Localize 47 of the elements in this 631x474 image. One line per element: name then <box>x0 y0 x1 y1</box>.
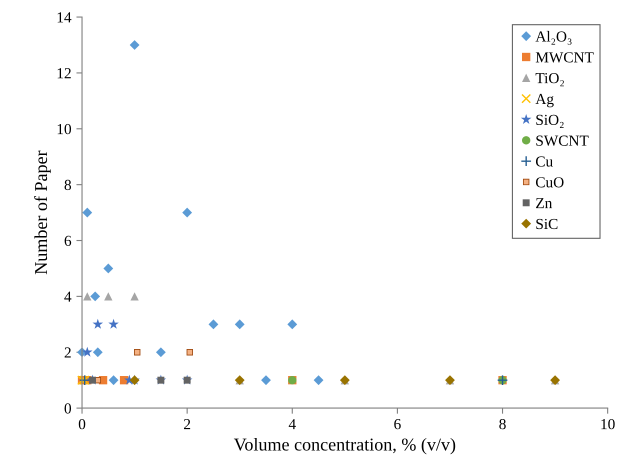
legend-label: Zn <box>536 198 552 208</box>
point <box>134 349 140 356</box>
point <box>82 208 92 218</box>
y-axis-title: Number of Paper <box>34 150 51 274</box>
y-tick-label: 8 <box>64 180 72 190</box>
point <box>287 319 298 330</box>
x-tick-label: 8 <box>499 418 506 430</box>
y-tick-label: 10 <box>58 124 72 134</box>
legend-label: SiC <box>536 218 558 230</box>
y-tick-label: 4 <box>64 292 72 302</box>
point <box>108 375 118 386</box>
legend-label: Ag <box>535 94 554 108</box>
x-tick-label: 4 <box>288 419 296 430</box>
point <box>103 264 114 274</box>
point <box>104 292 112 301</box>
point <box>130 40 140 50</box>
legend-label: MWCNT <box>536 52 594 63</box>
x-axis-title: Volume concentration, % (v/v) <box>234 438 456 454</box>
point <box>182 208 192 218</box>
legend-label: Al₂O₃ <box>535 30 572 45</box>
y-tick-label: 12 <box>58 68 71 78</box>
x-tick-label: 0 <box>78 418 86 430</box>
point <box>186 349 193 356</box>
point <box>83 292 92 301</box>
point <box>261 375 271 386</box>
y-tick-label: 6 <box>64 236 72 246</box>
legend-label: Cu <box>536 156 553 167</box>
legend-label: CuO <box>536 177 564 188</box>
point <box>130 292 139 301</box>
point <box>156 347 166 358</box>
x-tick-label: 10 <box>601 418 615 430</box>
point <box>208 319 218 330</box>
x-tick-label: 2 <box>184 419 190 430</box>
y-tick-label: 2 <box>64 347 71 358</box>
y-tick-label: 0 <box>64 403 72 414</box>
legend-label: SWCNT <box>536 136 589 146</box>
legend-label: TiO₂ <box>536 73 564 86</box>
point <box>90 291 100 302</box>
point <box>314 375 324 386</box>
point <box>92 347 103 358</box>
point <box>108 318 119 329</box>
y-tick-label: 14 <box>58 12 72 22</box>
point <box>92 318 104 329</box>
point <box>234 319 245 330</box>
x-tick-label: 6 <box>394 419 401 430</box>
point <box>82 346 93 357</box>
legend-label: SiO₂ <box>536 114 564 128</box>
